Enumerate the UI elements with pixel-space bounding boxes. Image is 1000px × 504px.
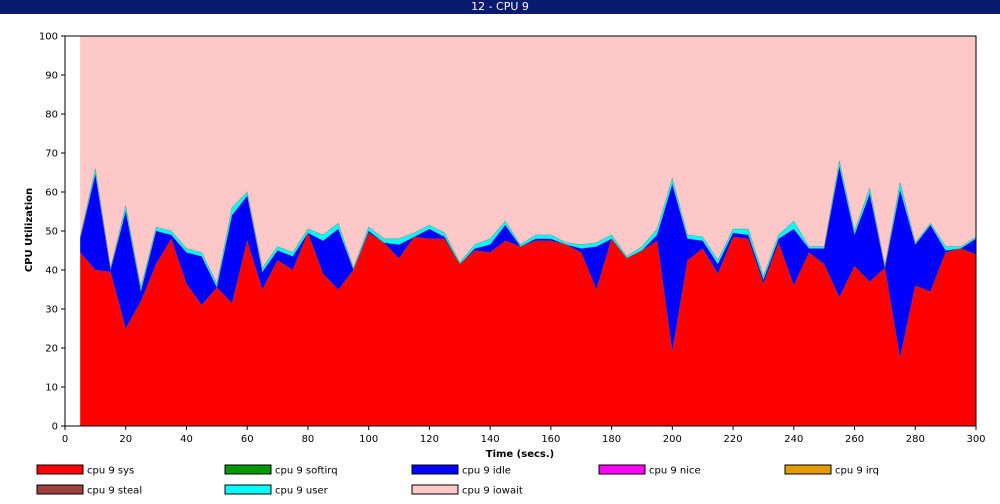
x-tick-label: 80: [302, 434, 315, 445]
y-tick-label: 90: [45, 71, 58, 82]
legend-label: cpu 9 steal: [87, 486, 142, 497]
legend-swatch: [598, 464, 646, 475]
legend-item-4: cpu 9 irq: [784, 464, 879, 477]
x-tick-label: 120: [420, 434, 439, 445]
legend-swatch: [224, 464, 272, 475]
y-tick-label: 0: [52, 422, 58, 433]
area-series-0: [80, 232, 977, 426]
series-edge-2: [79, 166, 977, 292]
window-title: 12 - CPU 9: [0, 0, 1000, 14]
area-series-2: [80, 166, 977, 358]
x-tick-label: 0: [62, 434, 68, 445]
window-title-text: 12 - CPU 9: [471, 0, 529, 13]
x-tick-label: 60: [241, 434, 254, 445]
x-tick-label: 280: [906, 434, 925, 445]
x-tick-label: 240: [784, 434, 803, 445]
y-tick-label: 10: [45, 383, 58, 394]
y-tick-label: 60: [45, 188, 58, 199]
legend-item-3: cpu 9 nice: [598, 464, 701, 477]
legend-label: cpu 9 iowait: [462, 486, 523, 497]
legend-label: cpu 9 nice: [649, 466, 701, 477]
legend-item-0: cpu 9 sys: [36, 464, 134, 477]
plot-area: [65, 35, 977, 426]
y-tick-label: 20: [45, 344, 58, 355]
y-tick-label: 30: [45, 305, 58, 316]
y-tick-label: 100: [39, 32, 58, 43]
area-series-7: [80, 36, 977, 288]
legend-item-6: cpu 9 user: [224, 484, 329, 497]
y-tick-label: 70: [45, 149, 58, 160]
y-tick-label: 40: [45, 266, 58, 277]
legend-item-7: cpu 9 iowait: [411, 484, 523, 497]
legend-label: cpu 9 softirq: [275, 466, 338, 477]
x-tick-label: 200: [663, 434, 682, 445]
legend-swatch: [411, 464, 459, 475]
x-tick-label: 20: [119, 434, 132, 445]
x-tick-label: 180: [602, 434, 621, 445]
y-tick-label: 50: [45, 227, 58, 238]
legend-swatch: [784, 464, 832, 475]
series-edge-6: [79, 160, 977, 288]
legend-item-1: cpu 9 softirq: [224, 464, 338, 477]
legend-label: cpu 9 idle: [462, 466, 511, 477]
x-tick-label: 100: [359, 434, 378, 445]
legend-label: cpu 9 irq: [835, 466, 879, 477]
legend-swatch: [36, 484, 84, 495]
legend-item-5: cpu 9 steal: [36, 484, 142, 497]
legend-swatch: [224, 484, 272, 495]
y-tick-label: 80: [45, 110, 58, 121]
legend-label: cpu 9 user: [275, 486, 329, 497]
x-tick-label: 140: [481, 434, 500, 445]
axes: 0 10 20 30 40 50 60 70 80 90 100 0 20 40 60 80 100 120 140…: [39, 32, 986, 446]
legend-item-2: cpu 9 idle: [411, 464, 511, 477]
x-tick-label: 220: [724, 434, 743, 445]
series-edge-0: [79, 232, 977, 358]
x-axis-title: Time (secs.): [486, 449, 555, 460]
y-axis-title: CPU Utilization: [24, 188, 35, 272]
legend: cpu 9 sys cpu 9 softirq cpu 9 idle cpu 9 ni…: [36, 464, 879, 497]
x-tick-label: 300: [966, 434, 985, 445]
legend-label: cpu 9 sys: [87, 466, 134, 477]
x-tick-label: 160: [541, 434, 560, 445]
x-tick-label: 40: [180, 434, 193, 445]
x-tick-label: 260: [845, 434, 864, 445]
legend-swatch: [411, 484, 459, 495]
legend-swatch: [36, 464, 84, 475]
